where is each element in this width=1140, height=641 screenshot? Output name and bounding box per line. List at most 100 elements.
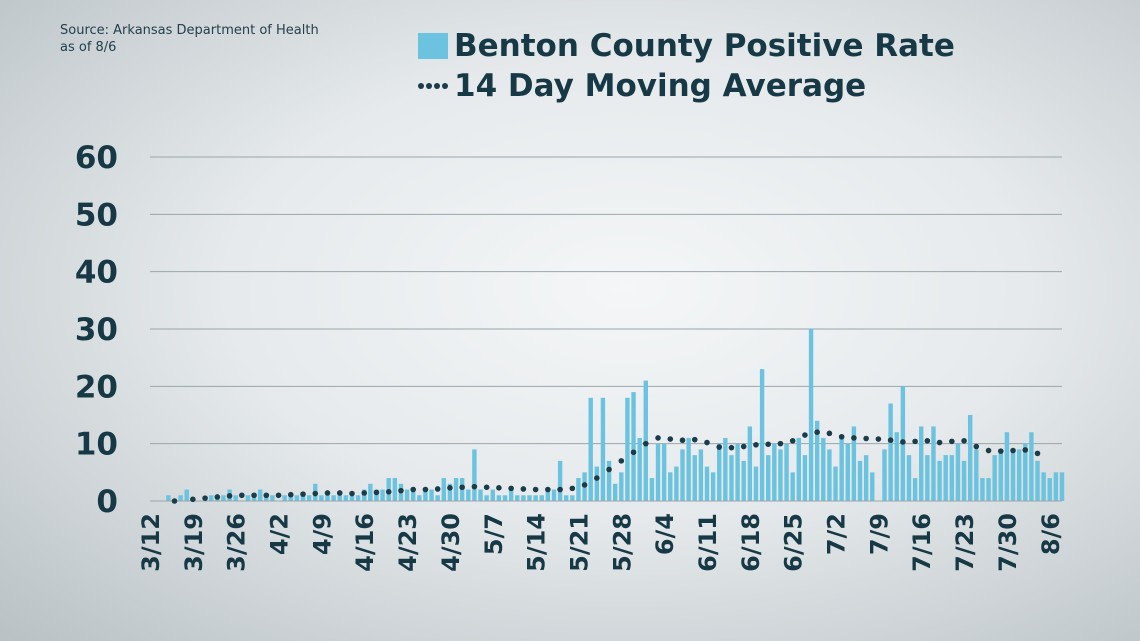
moving-average-dot [202,495,208,501]
bar [178,495,183,501]
bar [355,495,361,501]
bar [649,478,655,501]
bar [1059,472,1065,501]
moving-average-dot [398,487,404,494]
bar [557,460,563,501]
bar [1023,443,1028,501]
moving-average-dot [912,438,918,445]
bar [515,495,520,501]
x-tick-label: 3/12 [137,513,165,572]
bar [441,478,447,501]
bar [625,397,630,501]
bar [949,455,955,501]
dotted-line-swatch-icon [418,83,448,89]
bar [472,449,477,501]
bar [723,437,728,501]
bar [863,455,869,501]
moving-average-dot [691,436,698,443]
bar [496,495,502,501]
bar [349,495,355,501]
moving-average-dot [361,490,368,496]
bar [245,495,251,501]
moving-average-dot [532,486,539,493]
bar [502,495,508,501]
bar [1053,472,1059,501]
moving-average-dot [789,438,796,444]
y-tick-label: 0 [96,484,118,520]
bar [906,455,912,501]
bar [447,483,453,501]
as-of-date: as of 8/6 [60,40,117,55]
bar [490,489,495,501]
bar [508,489,514,501]
bar [588,397,593,501]
bar [998,449,1003,501]
x-tick-label: 5/28 [608,513,636,572]
moving-average-dot [239,492,245,499]
moving-average-dot [655,435,661,441]
bar [680,449,685,501]
x-tick-label: 3/19 [180,513,208,572]
moving-average-dot [949,438,955,445]
moving-average-dot [300,491,306,497]
bar [435,495,440,501]
moving-average-dot [385,489,392,495]
bar [404,489,410,501]
bar [1035,460,1040,501]
bar [1010,449,1016,501]
bar [919,426,924,501]
bar [643,380,648,501]
bar [1041,472,1046,501]
moving-average-dot [618,458,625,464]
bar [166,495,171,501]
bar [423,489,428,501]
x-tick-label: 4/9 [308,513,336,555]
bar [1016,449,1022,501]
moving-average-dot [226,493,233,499]
bar [912,478,918,501]
x-tick-label: 4/2 [266,513,294,555]
bar [429,489,434,501]
moving-average-dot [287,491,294,498]
bar [674,466,679,501]
moving-average-dot [422,486,429,493]
bar [925,455,930,501]
bar [857,460,863,501]
bar [692,455,697,501]
y-tick-label: 60 [75,140,118,176]
bar [790,472,795,501]
bar [851,426,857,501]
moving-average-dot [667,436,674,442]
bar [343,495,349,501]
bar [209,495,214,501]
bar [717,443,722,501]
moving-average-dot [924,438,931,444]
bar [943,455,948,501]
bar [980,478,985,501]
moving-average-dot [545,486,551,493]
bar [417,495,422,501]
moving-average-dot [887,437,894,444]
moving-average-dot [214,494,221,500]
moving-average-dot [716,444,723,450]
bar [221,495,226,501]
moving-average-dot [802,432,808,438]
bar [796,437,802,501]
bar [619,472,624,501]
bar [282,495,287,501]
y-tick-label: 20 [75,369,118,405]
bar [453,478,459,501]
bar [655,443,661,501]
bar [612,483,618,501]
moving-average-dot [838,433,845,440]
moving-average-dot [496,485,502,491]
moving-average-dot [190,496,196,503]
bar [331,495,336,501]
x-tick-label: 7/30 [994,513,1022,572]
bar [747,426,753,501]
bar [1004,432,1010,501]
moving-average-dot [875,436,882,442]
bar [974,449,979,501]
bar [368,483,373,501]
moving-average-dot [863,435,869,442]
